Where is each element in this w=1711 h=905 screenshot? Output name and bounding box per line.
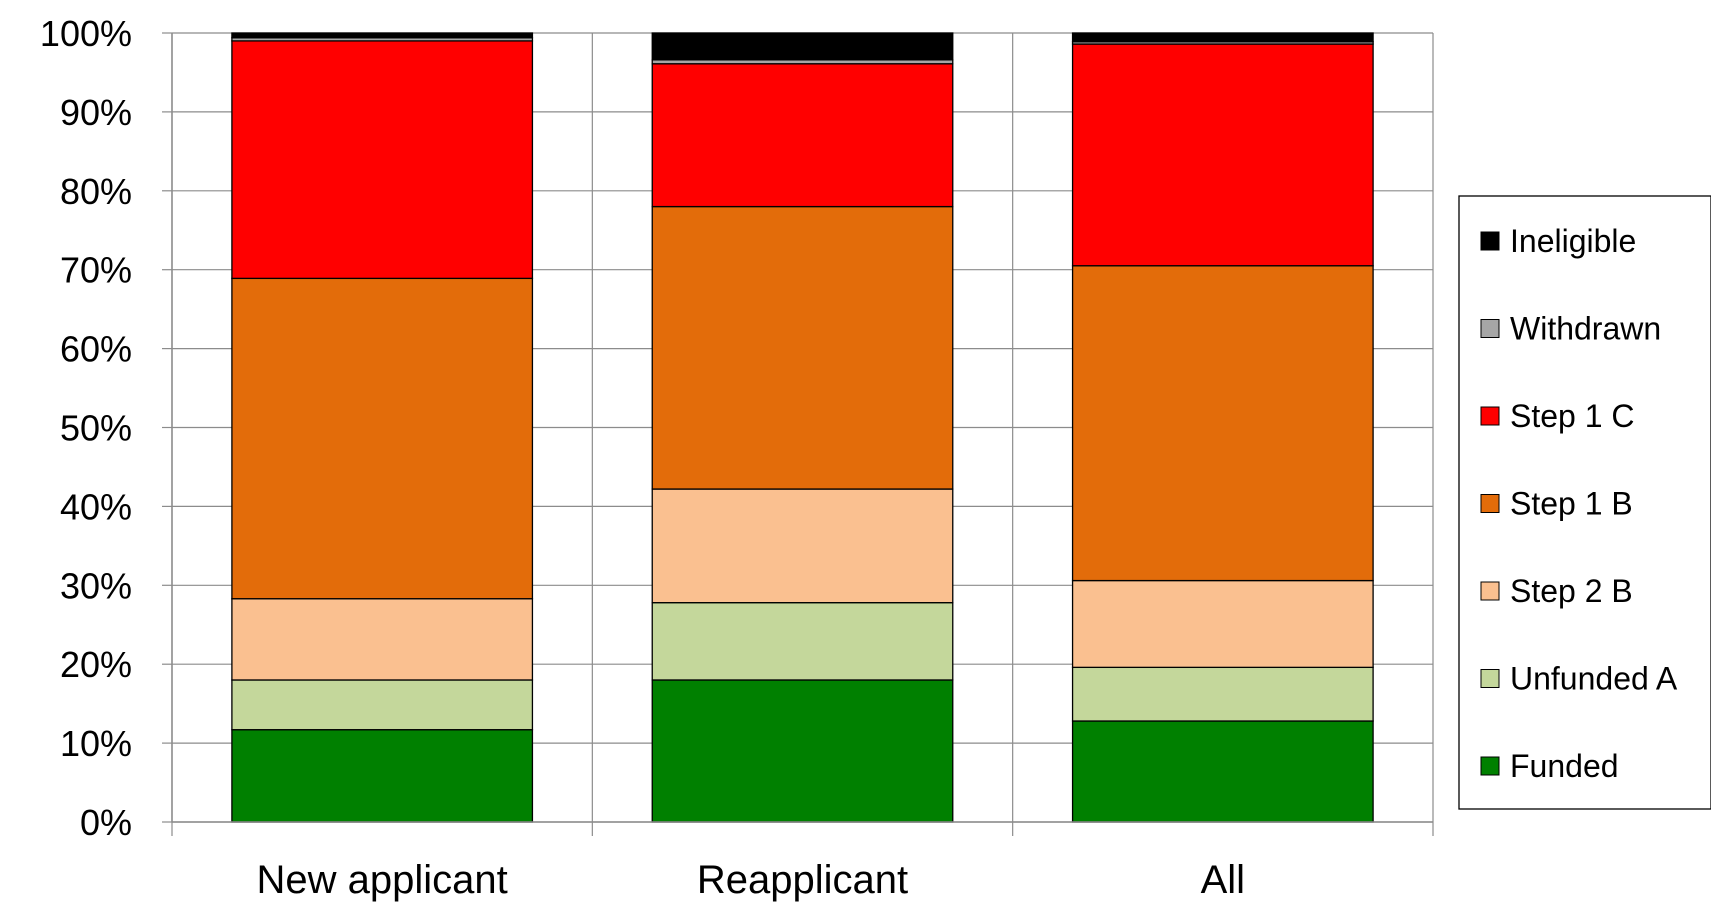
legend-label: Step 2 B <box>1510 573 1633 609</box>
bar-segment-ineligible <box>1071 32 1374 43</box>
bar-segment-step-1-b <box>1071 265 1374 582</box>
bar-segment-step-2-b <box>231 598 534 681</box>
x-category-label: Reapplicant <box>697 858 908 902</box>
bar-segment-funded <box>1071 720 1374 823</box>
y-tick-label: 60% <box>60 329 132 370</box>
bar-segment-step-1-b <box>231 277 534 600</box>
bar-segment-funded <box>231 729 534 823</box>
bar-segment-unfunded-a <box>651 602 954 681</box>
legend-swatch <box>1480 669 1500 688</box>
legend-swatch <box>1480 319 1500 338</box>
y-tick-label: 100% <box>40 13 132 54</box>
legend-label: Funded <box>1510 748 1619 784</box>
bars <box>231 32 1374 823</box>
legend-swatch <box>1480 581 1500 601</box>
bar-segment-step-2-b <box>1071 579 1374 669</box>
y-tick-label: 40% <box>60 486 132 527</box>
y-tick-label: 90% <box>60 92 132 133</box>
legend: Ineligible Withdrawn Step 1 C Step 1 B Step … <box>1458 195 1711 810</box>
y-tick-label: 0% <box>80 802 132 843</box>
bar-segment-step-2-b <box>651 488 954 604</box>
legend-label: Withdrawn <box>1510 311 1661 347</box>
y-tick-label: 10% <box>60 723 132 764</box>
legend-swatch <box>1480 406 1500 426</box>
x-axis-labels: New applicant Reapplicant All <box>257 858 1246 902</box>
legend-label: Step 1 B <box>1510 486 1633 522</box>
legend-swatch <box>1480 494 1500 513</box>
x-category-label: All <box>1201 858 1245 902</box>
y-tick-label: 30% <box>60 565 132 606</box>
y-tick-label: 20% <box>60 644 132 685</box>
bar-segment-step-1-c <box>651 63 954 208</box>
bar-segment-unfunded-a <box>1071 666 1374 722</box>
bar-segment-step-1-c <box>231 40 534 280</box>
bar-segment-funded <box>651 679 954 823</box>
legend-swatch <box>1480 231 1500 251</box>
legend-box <box>1458 195 1711 810</box>
bar-segment-ineligible <box>651 32 954 61</box>
bar-segment-step-1-c <box>1071 43 1374 267</box>
x-category-label: New applicant <box>257 858 508 902</box>
legend-label: Step 1 C <box>1510 398 1635 434</box>
legend-label: Ineligible <box>1510 223 1636 259</box>
bar-segment-unfunded-a <box>231 679 534 731</box>
bar-segment-ineligible <box>231 32 534 39</box>
bar-segment-step-1-b <box>651 205 954 490</box>
legend-label: Unfunded A <box>1510 661 1678 697</box>
axes <box>171 33 1434 836</box>
y-axis-ticks: 0% 10% 20% 30% 40% 50% 60% 70% 80% 90% 100% <box>40 13 172 843</box>
legend-swatch <box>1480 756 1500 776</box>
y-tick-label: 70% <box>60 250 132 291</box>
y-tick-label: 50% <box>60 408 132 449</box>
y-tick-label: 80% <box>60 171 132 212</box>
